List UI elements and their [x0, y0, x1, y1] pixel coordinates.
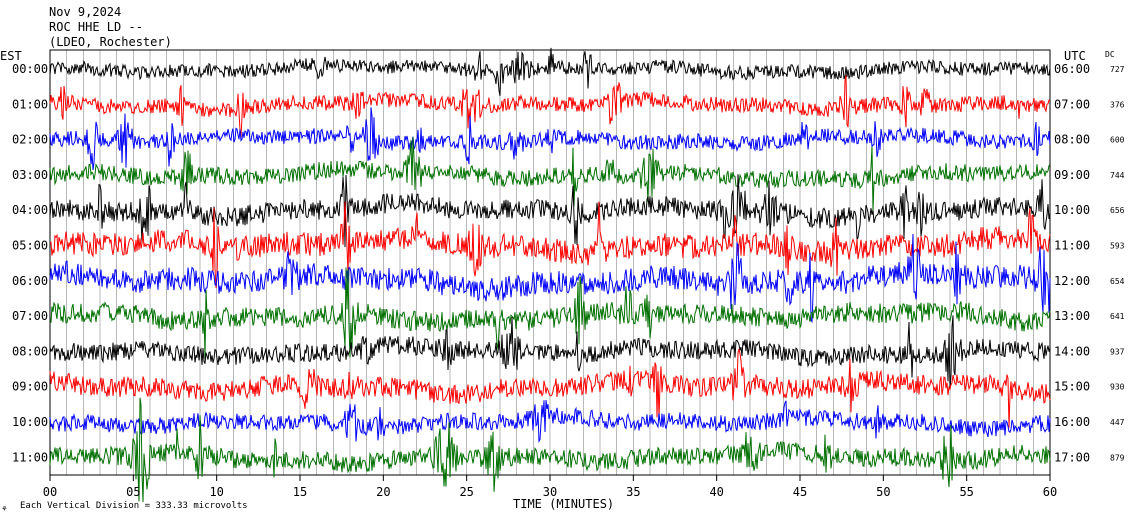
trace-0900: [49, 348, 1051, 428]
row-dc-value: 727: [1110, 65, 1125, 74]
x-tick-label: 25: [459, 485, 473, 499]
row-dc-value: 930: [1110, 383, 1125, 392]
row-time-label-utc: 12:00: [1054, 274, 1090, 288]
row-time-label-local: 09:00: [12, 380, 48, 394]
row-labels: 00:00 06:00 727 01:00 07:00 376 02:00 08:00 600 0…: [12, 62, 1125, 464]
row-dc-value: 744: [1110, 171, 1125, 180]
x-tick-label: 05: [126, 485, 140, 499]
trace-0800: [49, 315, 1051, 390]
row-time-label-utc: 13:00: [1054, 309, 1090, 323]
trace-0000: [49, 47, 1051, 96]
row-dc-value: 937: [1110, 347, 1125, 356]
row-time-label-utc: 16:00: [1054, 415, 1090, 429]
x-tick-label: 40: [709, 485, 723, 499]
x-tick-label: 45: [793, 485, 807, 499]
x-tick-label: 10: [209, 485, 223, 499]
row-time-label-utc: 15:00: [1054, 380, 1090, 394]
dc-label: DC: [1105, 50, 1115, 59]
x-tick-label: 20: [376, 485, 390, 499]
trace-0100: [49, 75, 1051, 138]
x-tick-label: 50: [876, 485, 890, 499]
row-time-label-utc: 06:00: [1054, 62, 1090, 76]
row-dc-value: 376: [1110, 100, 1125, 109]
right-zone-label: UTC: [1064, 49, 1086, 63]
trace-0200: [49, 107, 1051, 171]
x-tick-label: 55: [959, 485, 973, 499]
row-time-label-local: 06:00: [12, 274, 48, 288]
x-axis-ticks: 00 05 10 15 20 25 30 35 40 45 50 55 60: [43, 475, 1057, 499]
row-time-label-local: 11:00: [12, 450, 48, 464]
trace-0600: [49, 233, 1051, 324]
row-time-label-local: 04:00: [12, 203, 48, 217]
x-tick-label: 00: [43, 485, 57, 499]
trace-1000: [49, 399, 1051, 444]
row-time-label-utc: 11:00: [1054, 239, 1090, 253]
minute-gridlines: [66, 50, 1034, 475]
header-network: (LDEO, Rochester): [49, 35, 172, 49]
row-time-label-utc: 17:00: [1054, 450, 1090, 464]
row-time-label-local: 03:00: [12, 168, 48, 182]
row-time-label-local: 07:00: [12, 309, 48, 323]
logo-icon: ⚘: [2, 504, 7, 513]
row-time-label-utc: 09:00: [1054, 168, 1090, 182]
trace-0300: [49, 137, 1051, 212]
row-dc-value: 593: [1110, 242, 1125, 251]
row-dc-value: 641: [1110, 312, 1125, 321]
x-tick-label: 60: [1043, 485, 1057, 499]
header-date: Nov 9,2024: [49, 5, 121, 19]
x-tick-label: 15: [293, 485, 307, 499]
row-dc-value: 656: [1110, 206, 1125, 215]
scale-note: Each Vertical Division = 333.33 microvol…: [20, 501, 248, 511]
row-time-label-local: 02:00: [12, 133, 48, 147]
row-dc-value: 600: [1110, 136, 1125, 145]
row-time-label-local: 10:00: [12, 415, 48, 429]
trace-0400: [49, 174, 1051, 248]
header-station: ROC HHE LD --: [49, 20, 143, 34]
row-time-label-local: 08:00: [12, 344, 48, 358]
row-time-label-utc: 10:00: [1054, 203, 1090, 217]
trace-group: [49, 47, 1051, 503]
trace-0700: [49, 267, 1051, 359]
row-time-label-local: 00:00: [12, 62, 48, 76]
trace-1100: [49, 397, 1051, 503]
row-time-label-local: 01:00: [12, 97, 48, 111]
row-time-label-local: 05:00: [12, 239, 48, 253]
x-tick-label: 30: [543, 485, 557, 499]
row-time-label-utc: 08:00: [1054, 133, 1090, 147]
row-dc-value: 879: [1110, 453, 1125, 462]
x-axis-label: TIME (MINUTES): [513, 497, 614, 511]
left-zone-label: EST: [0, 49, 22, 63]
row-time-label-utc: 07:00: [1054, 97, 1090, 111]
row-time-label-utc: 14:00: [1054, 344, 1090, 358]
x-tick-label: 35: [626, 485, 640, 499]
row-dc-value: 654: [1110, 277, 1125, 286]
row-dc-value: 447: [1110, 418, 1125, 427]
